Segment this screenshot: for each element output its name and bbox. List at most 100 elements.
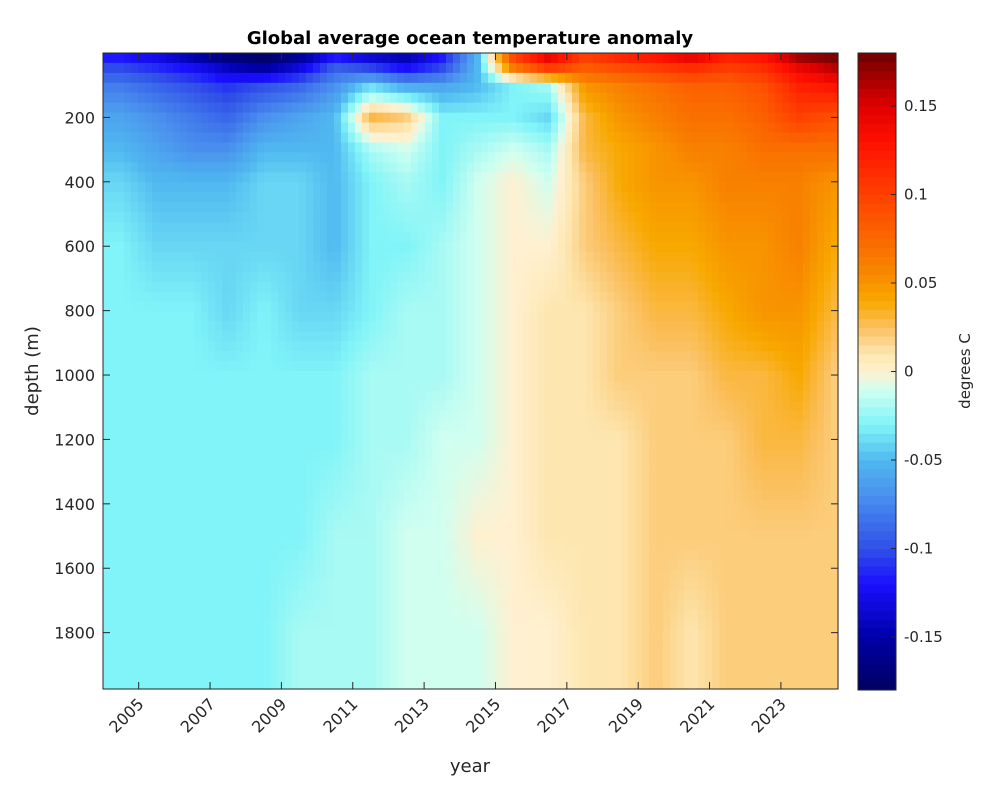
- heatmap-cell: [565, 102, 573, 114]
- heatmap-cell: [565, 460, 573, 471]
- heatmap-cell: [327, 490, 335, 501]
- heatmap-cell: [712, 62, 720, 74]
- heatmap-cell: [411, 92, 419, 104]
- heatmap-cell: [663, 361, 671, 372]
- heatmap-cell: [327, 281, 335, 293]
- heatmap-cell: [824, 62, 832, 74]
- heatmap-cell: [705, 251, 713, 263]
- heatmap-cell: [782, 231, 790, 243]
- heatmap-cell: [775, 271, 783, 283]
- heatmap-cell: [376, 53, 384, 64]
- heatmap-cell: [740, 281, 748, 293]
- heatmap-cell: [628, 221, 636, 233]
- heatmap-cell: [824, 341, 832, 352]
- heatmap-cell: [677, 202, 685, 213]
- heatmap-cell: [348, 390, 356, 402]
- heatmap-cell: [138, 192, 146, 203]
- heatmap-cell: [628, 480, 636, 491]
- heatmap-cell: [502, 102, 510, 114]
- heatmap-cell: [558, 351, 566, 362]
- heatmap-cell: [418, 221, 426, 233]
- heatmap-cell: [719, 450, 727, 462]
- heatmap-cell: [124, 82, 132, 94]
- heatmap-cell: [257, 440, 265, 452]
- heatmap-cell: [600, 311, 608, 322]
- heatmap-cell: [705, 122, 713, 134]
- heatmap-cell: [334, 341, 342, 352]
- heatmap-cell: [250, 500, 258, 511]
- heatmap-cell: [817, 271, 825, 283]
- heatmap-cell: [628, 351, 636, 362]
- heatmap-cell: [628, 281, 636, 293]
- heatmap-cell: [390, 122, 398, 134]
- heatmap-cell: [320, 241, 328, 253]
- heatmap-cell: [684, 202, 692, 213]
- heatmap-cell: [684, 72, 692, 84]
- heatmap-cell: [740, 490, 748, 501]
- heatmap-cell: [208, 122, 216, 134]
- heatmap-cell: [369, 301, 377, 312]
- heatmap-cell: [117, 112, 125, 124]
- heatmap-cell: [586, 241, 594, 253]
- heatmap-cell: [285, 251, 293, 263]
- heatmap-cell: [446, 331, 454, 342]
- heatmap-cell: [124, 261, 132, 273]
- heatmap-cell: [481, 231, 489, 243]
- heatmap-cell: [362, 122, 370, 134]
- heatmap-cell: [439, 520, 447, 531]
- heatmap-cell: [558, 450, 566, 462]
- heatmap-cell: [306, 251, 314, 263]
- heatmap-cell: [152, 122, 160, 134]
- heatmap-cell: [789, 311, 797, 322]
- heatmap-cell: [180, 72, 188, 84]
- heatmap-cell: [474, 321, 482, 332]
- heatmap-cell: [544, 440, 552, 452]
- heatmap-cell: [222, 212, 230, 223]
- heatmap-cell: [257, 72, 265, 84]
- heatmap-cell: [285, 53, 293, 64]
- heatmap-cell: [103, 351, 111, 362]
- heatmap-cell: [348, 301, 356, 312]
- heatmap-cell: [789, 261, 797, 273]
- heatmap-cell: [194, 520, 202, 531]
- heatmap-cell: [670, 192, 678, 203]
- heatmap-cell: [607, 351, 615, 362]
- heatmap-cell: [201, 172, 209, 183]
- heatmap-cell: [383, 182, 391, 193]
- heatmap-cell: [453, 331, 461, 342]
- heatmap-cell: [572, 192, 580, 203]
- heatmap-cell: [768, 212, 776, 223]
- heatmap-cell: [516, 331, 524, 342]
- heatmap-cell: [215, 53, 223, 64]
- heatmap-cell: [558, 400, 566, 412]
- heatmap-cell: [194, 361, 202, 372]
- heatmap-cell: [789, 231, 797, 243]
- heatmap-cell: [152, 241, 160, 253]
- heatmap-cell: [796, 460, 804, 471]
- heatmap-cell: [264, 152, 272, 163]
- heatmap-cell: [621, 212, 629, 223]
- heatmap-cell: [691, 92, 699, 104]
- heatmap-cell: [530, 321, 538, 332]
- heatmap-cell: [103, 390, 111, 402]
- heatmap-cell: [621, 251, 629, 263]
- heatmap-cell: [110, 500, 118, 511]
- heatmap-cell: [467, 132, 475, 144]
- heatmap-cell: [474, 142, 482, 153]
- heatmap-cell: [572, 390, 580, 402]
- heatmap-cell: [152, 152, 160, 163]
- heatmap-cell: [565, 221, 573, 233]
- heatmap-cell: [677, 371, 685, 382]
- heatmap-cell: [257, 82, 265, 94]
- heatmap-cell: [502, 212, 510, 223]
- heatmap-cell: [292, 53, 300, 64]
- heatmap-cell: [495, 241, 503, 253]
- heatmap-cell: [523, 82, 531, 94]
- heatmap-cell: [761, 490, 769, 501]
- heatmap-cell: [719, 331, 727, 342]
- heatmap-cell: [530, 122, 538, 134]
- heatmap-cell: [110, 53, 118, 64]
- heatmap-cell: [782, 500, 790, 511]
- heatmap-cell: [677, 132, 685, 144]
- heatmap-cell: [726, 380, 734, 392]
